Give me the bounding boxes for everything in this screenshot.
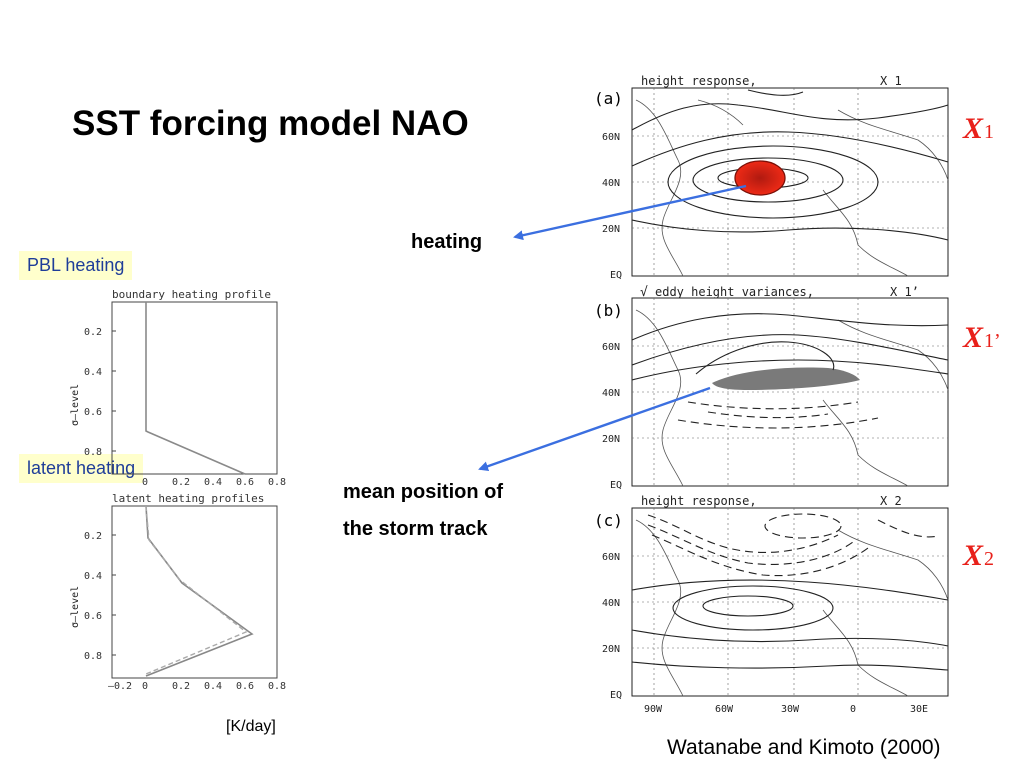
- latent-heating-profiles-plot: latent heating profiles 0.2 0.4 0.6 0.8 …: [70, 492, 286, 692]
- storm-track-label-line1: mean position of: [343, 481, 503, 503]
- lat-tick: 40N: [602, 388, 620, 399]
- latent-ytick: 0.4: [84, 571, 102, 582]
- units-label: [K/day]: [226, 718, 276, 735]
- pbl-ytick: 0.6: [84, 407, 102, 418]
- lat-tick: 60N: [602, 552, 620, 563]
- panel-a-contours: [631, 89, 949, 241]
- pbl-ytick: 0.2: [84, 327, 102, 338]
- lat-tick: EQ: [610, 270, 622, 281]
- heating-spot-marker: [734, 160, 786, 196]
- panel-c-header: height response,: [641, 494, 757, 508]
- latent-ylabel: σ–level: [70, 586, 81, 628]
- lat-tick: 40N: [602, 178, 620, 189]
- lon-tick: 30W: [781, 704, 800, 715]
- panel-a: (a) height response, X 1 60N 40N 20N EQ: [594, 74, 949, 281]
- heating-label: heating: [411, 231, 483, 253]
- panel-c: (c) height response, X 2 60N 40N 20N EQ: [594, 494, 949, 715]
- lat-tick: EQ: [610, 480, 622, 491]
- heating-arrow: [513, 184, 747, 241]
- pbl-profile-curve: [145, 302, 246, 475]
- latent-xtick: 0.2: [172, 681, 190, 692]
- lon-tick: 90W: [644, 704, 663, 715]
- pbl-xtick: 0.6: [236, 477, 254, 488]
- lat-tick: EQ: [610, 690, 622, 701]
- pbl-frame: [111, 301, 278, 475]
- panel-c-letter: (c): [594, 511, 623, 530]
- pbl-ylabel: σ–level: [70, 384, 81, 426]
- lat-tick: 40N: [602, 598, 620, 609]
- pbl-xtick: 0.2: [172, 477, 190, 488]
- pbl-ytick: 0.4: [84, 367, 102, 378]
- panel-b-contours: [631, 313, 949, 381]
- latent-xtick: 0.8: [268, 681, 286, 692]
- panel-c-tag: X 2: [880, 494, 902, 508]
- latent-frame: [111, 505, 278, 679]
- latent-ytick: 0.8: [84, 651, 102, 662]
- latent-ytick: 0.6: [84, 611, 102, 622]
- panel-a-letter: (a): [594, 89, 623, 108]
- latent-xtick: 0.6: [236, 681, 254, 692]
- panel-b-header: eddy height variances,: [655, 285, 814, 299]
- lat-tick: 20N: [602, 434, 620, 445]
- lat-tick: 60N: [602, 342, 620, 353]
- panel-b-tag: X 1’: [890, 285, 919, 299]
- panel-b: (b) √ eddy height variances, X 1’ 60N 40…: [594, 285, 949, 491]
- latent-heating-tag: latent heating: [19, 454, 144, 483]
- lon-tick: 0: [850, 704, 856, 715]
- lat-tick: 20N: [602, 644, 620, 655]
- storm-track-label-line2: the storm track: [343, 518, 488, 540]
- slide-title: SST forcing model NAO: [72, 104, 469, 143]
- panel-c-contours: [631, 579, 949, 671]
- lat-tick: 20N: [602, 224, 620, 235]
- storm-track-shading: [712, 367, 860, 390]
- x2-label: X2: [963, 539, 995, 572]
- pbl-heating-tag: PBL heating: [19, 251, 133, 280]
- latent-xtick: –0.2: [108, 681, 132, 692]
- latent-xtick: 0.4: [204, 681, 222, 692]
- pbl-xtick: 0.4: [204, 477, 222, 488]
- latent-profile-curve-solid: [145, 505, 254, 677]
- storm-track-arrow: [478, 386, 711, 472]
- x1-label: X1: [963, 112, 995, 145]
- latent-ytick: 0.2: [84, 531, 102, 542]
- panel-c-dashed-contours: [647, 513, 939, 577]
- x1-prime-label: X1’: [963, 321, 1001, 354]
- pbl-xtick: 0: [142, 477, 148, 488]
- pbl-xtick: 0.8: [268, 477, 286, 488]
- latent-xtick: 0: [142, 681, 148, 692]
- latent-profile-title: latent heating profiles: [112, 492, 264, 505]
- pbl-profile-title: boundary heating profile: [112, 288, 271, 301]
- panel-b-letter: (b): [594, 301, 623, 320]
- panel-a-header: height response,: [641, 74, 757, 88]
- citation: Watanabe and Kimoto (2000): [667, 736, 941, 759]
- panel-b-check: √: [640, 285, 648, 300]
- panel-a-tag: X 1: [880, 74, 902, 88]
- lon-tick: 60W: [715, 704, 734, 715]
- map-panels: (a) height response, X 1 60N 40N 20N EQ: [594, 74, 949, 715]
- latent-profile-curve-dashed: [145, 505, 248, 675]
- lat-tick: 60N: [602, 132, 620, 143]
- boundary-heating-profile-plot: boundary heating profile 0.2 0.4 0.6 0.8…: [70, 288, 286, 488]
- pbl-ytick: 0.8: [84, 447, 102, 458]
- lon-tick: 30E: [910, 704, 928, 715]
- panel-b-dashed-contours: [677, 401, 879, 429]
